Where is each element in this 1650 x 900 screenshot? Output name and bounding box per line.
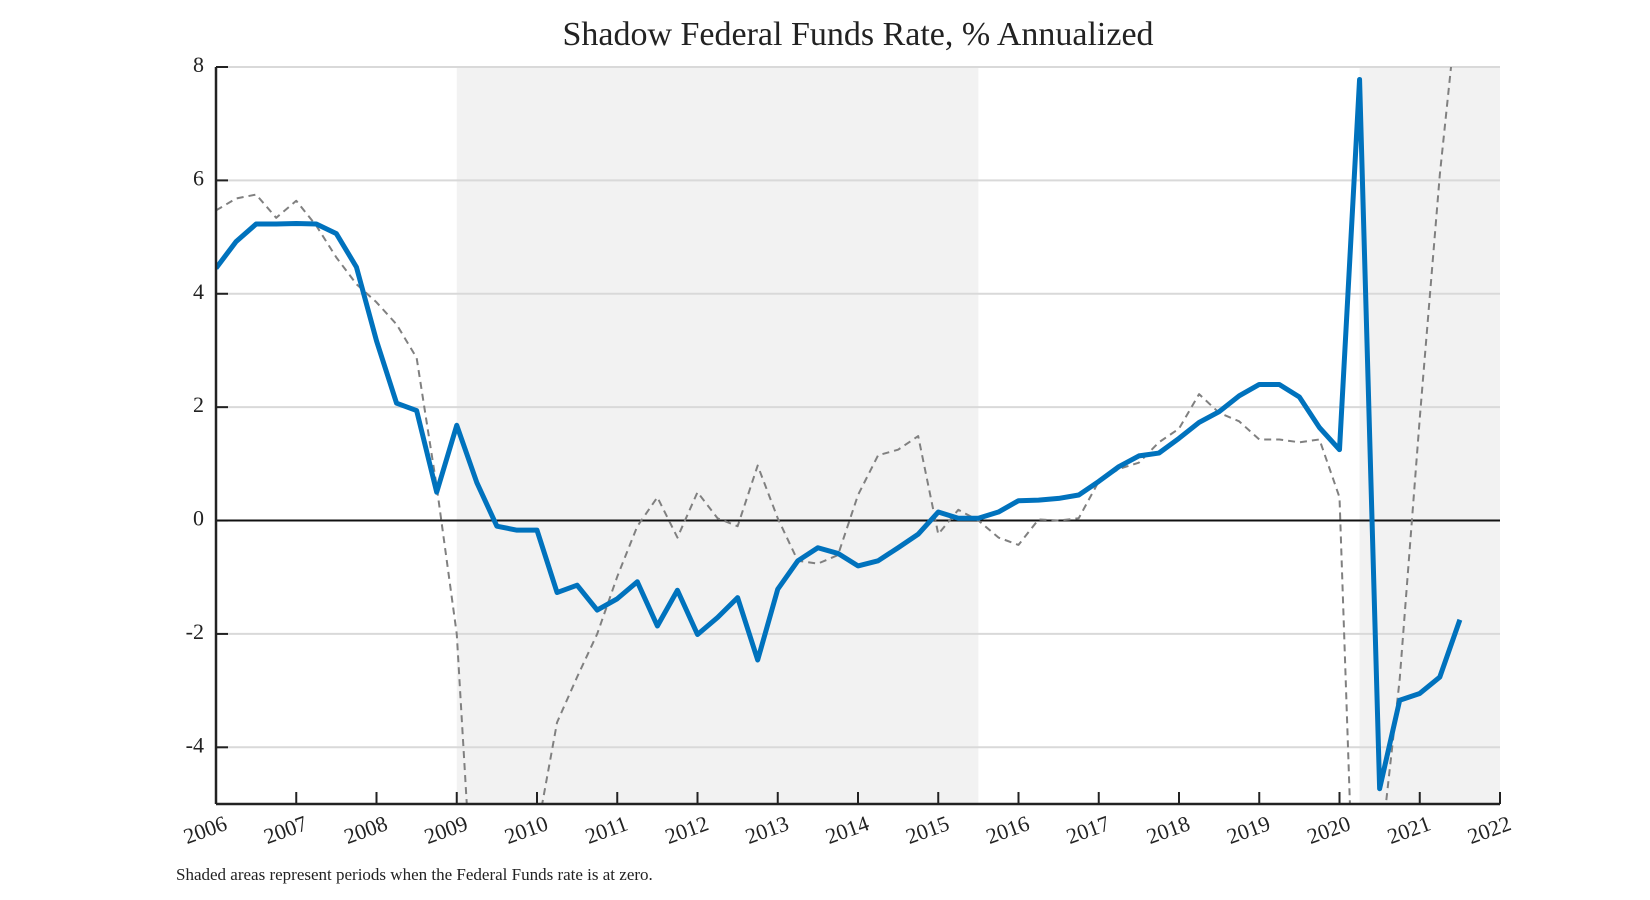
x-tick-label: 2018 xyxy=(1143,810,1193,849)
shaded-region xyxy=(456,67,979,804)
x-tick-label: 2019 xyxy=(1223,810,1273,849)
x-tick-label: 2016 xyxy=(983,810,1033,849)
x-tick-label: 2010 xyxy=(501,810,551,849)
x-tick-label: 2015 xyxy=(902,810,952,849)
x-tick-label: 2012 xyxy=(662,810,712,849)
shaded-region xyxy=(1359,67,1500,804)
plot-area xyxy=(216,67,1463,804)
y-tick-label: -4 xyxy=(186,732,204,757)
x-tick-label: 2017 xyxy=(1063,810,1113,849)
x-tick-label: 2009 xyxy=(421,810,471,849)
x-tick-label: 2013 xyxy=(742,810,792,849)
x-tick-label: 2014 xyxy=(822,810,872,849)
y-tick-label: 2 xyxy=(193,392,204,417)
x-tick-label: 2011 xyxy=(582,811,631,849)
footnote: Shaded areas represent periods when the … xyxy=(176,865,653,884)
x-tick-label: 2008 xyxy=(341,810,391,849)
series-line xyxy=(216,76,1463,792)
x-tick-label: 2022 xyxy=(1464,810,1514,849)
y-tick-label: 0 xyxy=(193,506,204,531)
y-tick-label: 4 xyxy=(193,279,204,304)
y-tick-label: 6 xyxy=(193,165,204,190)
x-tick-label: 2021 xyxy=(1384,810,1434,849)
y-tick-label: -2 xyxy=(186,619,204,644)
x-tick-label: 2007 xyxy=(260,810,310,849)
x-tick-label: 2006 xyxy=(180,810,230,849)
chart-title: Shadow Federal Funds Rate, % Annualized xyxy=(562,16,1153,53)
x-tick-label: 2020 xyxy=(1304,810,1354,849)
y-tick-label: 8 xyxy=(193,52,204,77)
